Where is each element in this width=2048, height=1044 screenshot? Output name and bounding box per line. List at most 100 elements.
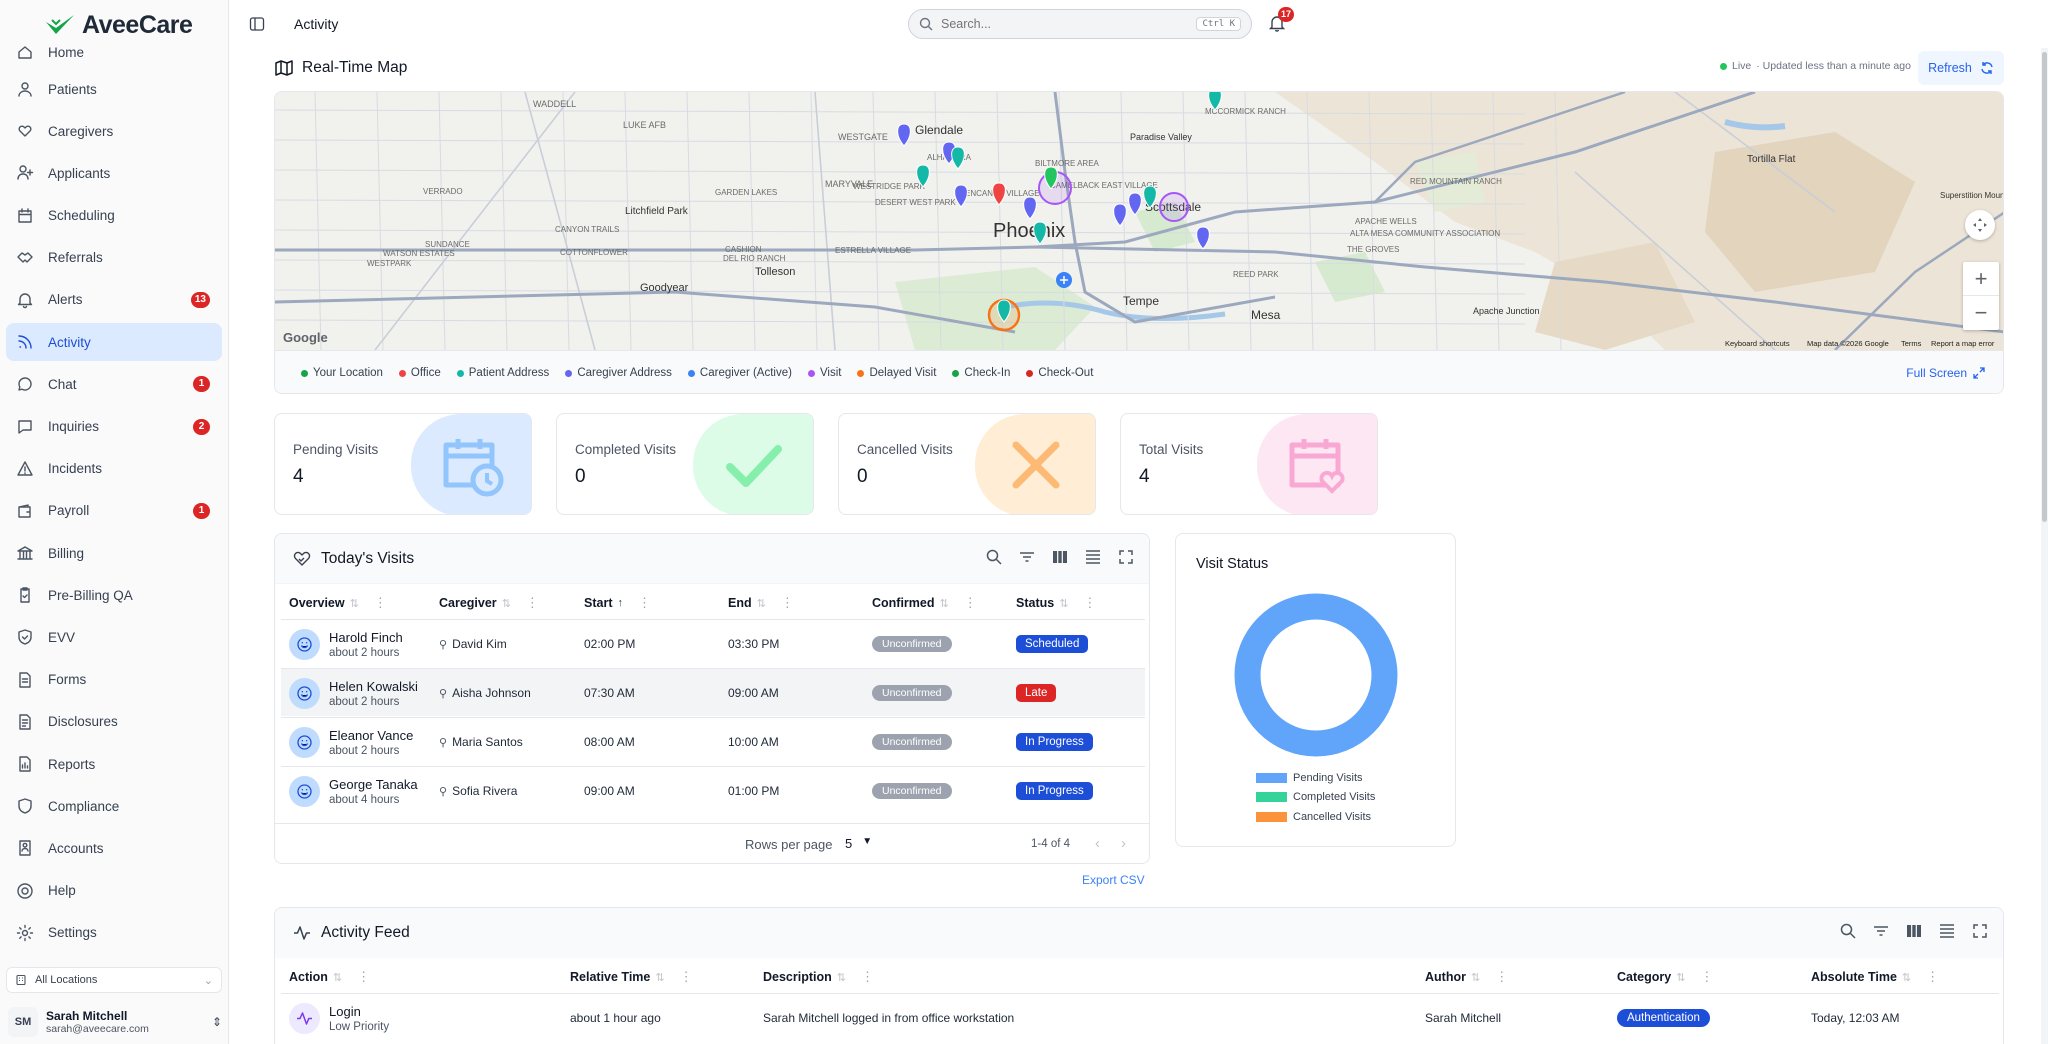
sidebar-item-patients[interactable]: Patients [6,70,222,108]
column-menu-icon[interactable]: ⋮ [1926,969,1940,984]
column-menu-icon[interactable]: ⋮ [963,595,977,610]
sort-asc-icon[interactable]: ↑ [617,597,623,609]
prev-page-button[interactable]: ‹ [1095,835,1100,852]
table-row[interactable]: Eleanor Vance about 2 hours ⚲ Maria Santos 0… [281,717,1145,765]
stat-card-pending-visits[interactable]: Pending Visits 4 [274,413,532,515]
sidebar-item-alerts[interactable]: Alerts 13 [6,281,222,319]
column-menu-icon[interactable]: ⋮ [1700,969,1714,984]
sidebar-item-home[interactable]: Home [6,38,222,66]
sort-icon[interactable]: ⇅ [836,971,846,984]
columns-icon[interactable] [1051,548,1069,566]
sidebar-item-disclosures[interactable]: Disclosures [6,703,222,741]
map-pin-marker[interactable] [897,123,911,147]
sidebar-item-inquiries[interactable]: Inquiries 2 [6,408,222,446]
sidebar-item-chat[interactable]: Chat 1 [6,365,222,403]
map-pin-marker[interactable] [1033,221,1047,245]
column-header-category[interactable]: Category ⇅ ⋮ [1617,969,1713,985]
map-pin-marker[interactable] [916,164,930,188]
stat-card-total-visits[interactable]: Total Visits 4 [1120,413,1378,515]
column-menu-icon[interactable]: ⋮ [1495,969,1509,984]
column-menu-icon[interactable]: ⋮ [679,969,693,984]
sort-icon[interactable]: ⇅ [1901,971,1912,984]
filter-icon[interactable] [1018,548,1036,566]
column-header-description[interactable]: Description ⇅ ⋮ [763,969,874,985]
column-header-status[interactable]: Status ⇅ ⋮ [1016,595,1096,611]
map-pin-marker[interactable] [1044,166,1058,190]
column-header-author[interactable]: Author ⇅ ⋮ [1425,969,1508,985]
column-menu-icon[interactable]: ⋮ [637,595,651,610]
stat-card-completed-visits[interactable]: Completed Visits 0 [556,413,814,515]
column-header-absolute-time[interactable]: Absolute Time ⇅ ⋮ [1811,969,1939,985]
sidebar-item-forms[interactable]: Forms [6,661,222,699]
zoom-out-button[interactable]: − [1974,300,1988,325]
column-menu-icon[interactable]: ⋮ [357,969,371,984]
map-rotate-control[interactable] [1965,210,1995,240]
search-icon[interactable] [1839,922,1857,940]
column-header-overview[interactable]: Overview ⇅ ⋮ [289,595,387,611]
density-icon[interactable] [1938,922,1956,940]
table-row[interactable]: Harold Finch about 2 hours ⚲ David Kim 02:00… [281,619,1145,667]
map-pin-marker[interactable] [1196,226,1210,250]
sort-icon[interactable]: ⇅ [1470,971,1481,984]
sidebar-item-accounts[interactable]: Accounts [6,829,222,867]
sidebar-item-payroll[interactable]: Payroll 1 [6,492,222,530]
sidebar-item-applicants[interactable]: Applicants [6,154,222,192]
search-icon[interactable] [985,548,1003,566]
column-header-relative-time[interactable]: Relative Time ⇅ ⋮ [570,969,693,985]
stat-card-cancelled-visits[interactable]: Cancelled Visits 0 [838,413,1096,515]
patient-name[interactable]: Helen Kowalski [329,678,418,694]
column-menu-icon[interactable]: ⋮ [860,969,874,984]
rows-per-page-select[interactable]: 5 ▼ [845,836,872,851]
map-pin-marker[interactable] [1208,92,1222,111]
column-menu-icon[interactable]: ⋮ [373,595,387,610]
user-menu[interactable]: SM Sarah Mitchell sarah@aveecare.com ⇕ [8,1004,222,1040]
map-pin-marker[interactable] [951,146,965,170]
attribution-text[interactable]: Keyboard shortcuts [1725,339,1790,348]
table-row[interactable]: George Tanaka about 4 hours ⚲ Sofia Rivera 0… [281,766,1145,814]
sidebar-item-referrals[interactable]: Referrals [6,239,222,277]
scrollbar-thumb[interactable] [2042,52,2047,522]
sidebar-item-evv[interactable]: EVV [6,618,222,656]
map-pin-marker[interactable] [1113,203,1127,227]
patient-name[interactable]: Harold Finch [329,629,403,645]
attribution-text[interactable]: Report a map error [1931,339,1995,348]
density-icon[interactable] [1084,548,1102,566]
fullscreen-button[interactable]: Full Screen [1906,366,1985,380]
column-menu-icon[interactable]: ⋮ [780,595,794,610]
sort-icon[interactable]: ⇅ [939,597,949,610]
sidebar-item-pre-billing-qa[interactable]: Pre-Billing QA [6,576,222,614]
app-logo[interactable]: AveeCare [44,10,193,40]
map-pin-marker[interactable] [997,299,1011,323]
map-pin-marker[interactable] [1143,185,1157,209]
columns-icon[interactable] [1905,922,1923,940]
filter-icon[interactable] [1872,922,1890,940]
column-header-start[interactable]: Start ↑ ⋮ [584,595,651,611]
map-pin-marker[interactable] [1023,196,1037,220]
sort-icon[interactable]: ⇅ [332,971,343,984]
sort-icon[interactable]: ⇅ [501,597,511,610]
next-page-button[interactable]: › [1121,835,1126,852]
sidebar-item-incidents[interactable]: Incidents [6,450,222,488]
sidebar-item-compliance[interactable]: Compliance [6,787,222,825]
export-csv-link[interactable]: Export CSV [1082,873,1145,887]
sort-icon[interactable]: ⇅ [349,597,359,610]
sidebar-item-scheduling[interactable]: Scheduling [6,197,222,235]
map-pin-marker[interactable] [1128,192,1142,216]
fullscreen-icon[interactable] [1117,548,1135,566]
patient-name[interactable]: Eleanor Vance [329,727,414,743]
sidebar-item-settings[interactable]: Settings [6,914,222,952]
sidebar-toggle-icon[interactable] [249,16,265,32]
sidebar-item-help[interactable]: Help [6,872,222,910]
column-menu-icon[interactable]: ⋮ [525,595,539,610]
search-input[interactable] [941,17,1197,31]
refresh-button[interactable]: Refresh [1918,51,2004,85]
table-row[interactable]: Helen Kowalski about 2 hours ⚲ Aisha Johnso… [281,668,1145,716]
sidebar-item-reports[interactable]: Reports [6,745,222,783]
map-pin-marker[interactable] [992,182,1006,206]
patient-name[interactable]: George Tanaka [329,776,418,792]
fullscreen-icon[interactable] [1971,922,1989,940]
column-header-action[interactable]: Action ⇅ ⋮ [289,969,370,985]
map-pin-marker[interactable] [954,184,968,208]
sort-icon[interactable]: ⇅ [1059,597,1069,610]
sort-icon[interactable]: ⇅ [756,597,766,610]
